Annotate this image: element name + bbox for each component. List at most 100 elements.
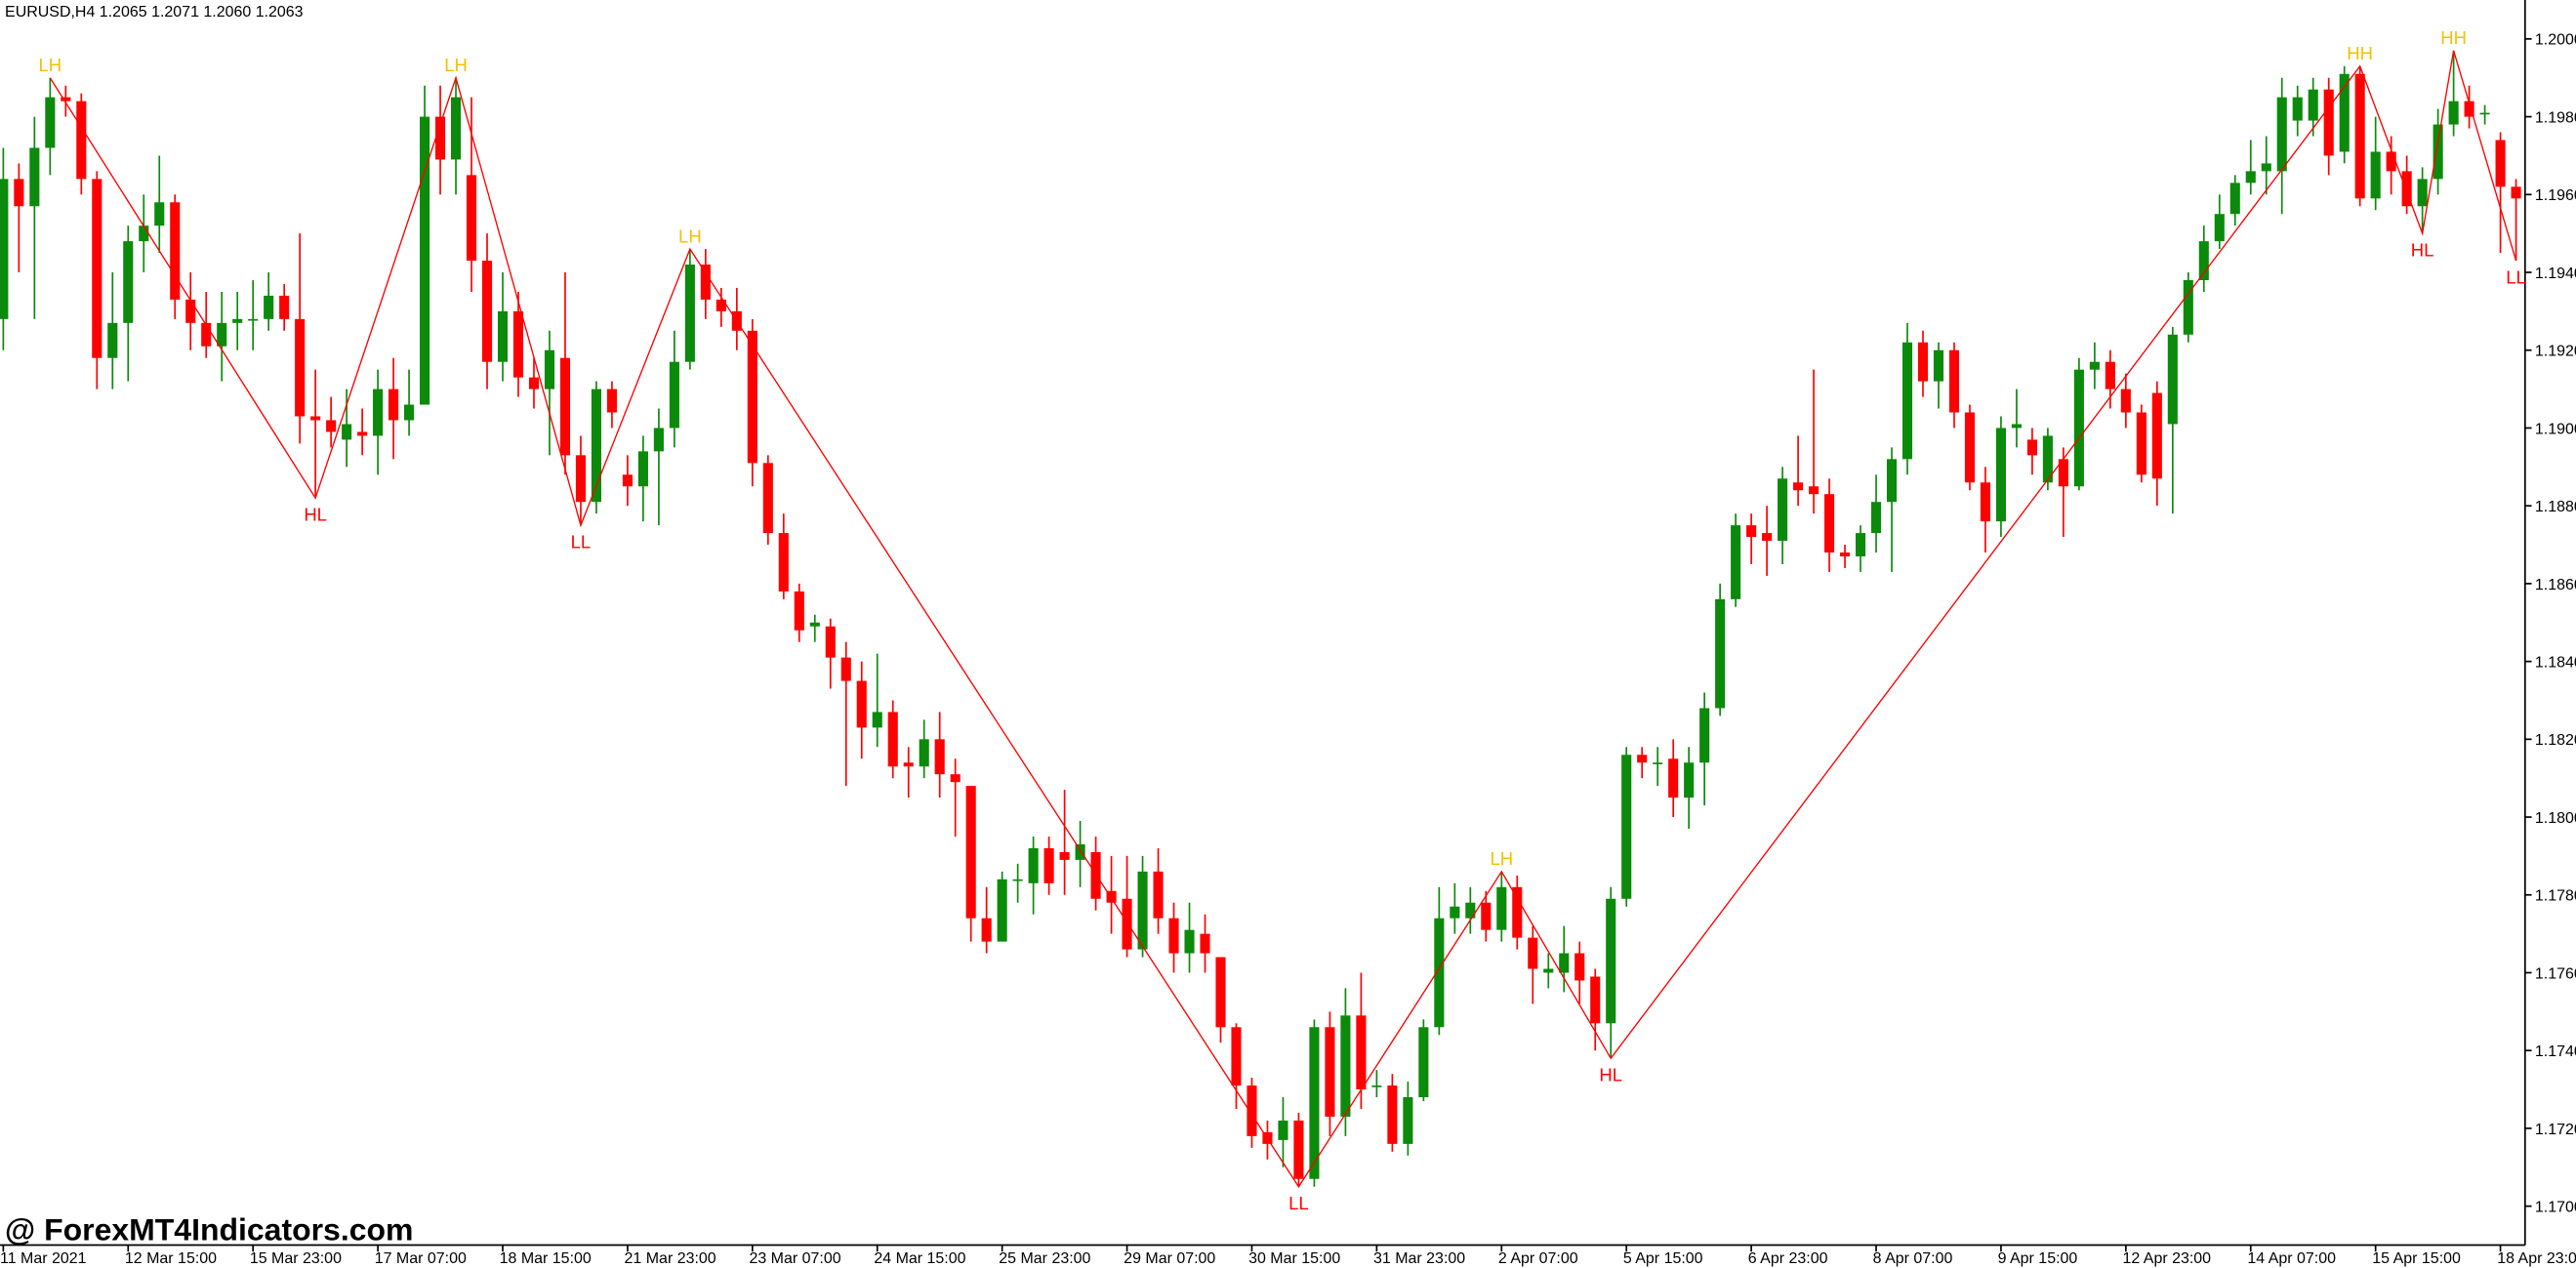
candle-body <box>1215 957 1226 1028</box>
candle-body <box>404 404 415 421</box>
candle-body <box>0 179 9 319</box>
y-tick-label: 1.1980 <box>2535 109 2576 126</box>
candle-body <box>1465 902 1476 919</box>
candle-body <box>747 330 757 464</box>
candle-body <box>357 431 368 436</box>
candle-body <box>232 318 243 323</box>
candle-body <box>528 377 540 389</box>
candle-body <box>1153 871 1164 919</box>
candle-body <box>1715 598 1726 709</box>
candle-body <box>997 879 1007 942</box>
y-tick-label: 1.1780 <box>2535 888 2576 905</box>
x-tick-label: 24 Mar 15:00 <box>874 1250 965 1267</box>
candle-body <box>2339 73 2350 152</box>
candle-body <box>1168 918 1179 954</box>
candle-body <box>139 225 149 242</box>
candle-body <box>2292 97 2303 121</box>
candle-body <box>794 591 804 631</box>
candle-body <box>903 762 914 767</box>
candle-body <box>2308 89 2318 121</box>
candle-body <box>1371 1085 1382 1087</box>
candle-body <box>1668 758 1679 798</box>
candle-body <box>1731 525 1741 599</box>
candle-body <box>1746 525 1757 538</box>
candle-body <box>887 712 898 767</box>
y-tick-label: 1.1740 <box>2535 1043 2576 1060</box>
candle-body <box>2245 171 2256 184</box>
candle-body <box>310 416 321 421</box>
candle-body <box>606 389 617 413</box>
candle-body <box>559 357 571 456</box>
x-tick-label: 9 Apr 15:00 <box>1998 1250 2078 1267</box>
candle-body <box>2417 179 2428 207</box>
candle-body <box>1933 349 1944 382</box>
candle-body <box>684 265 695 362</box>
candle-body <box>544 349 555 389</box>
y-tick-label: 1.1700 <box>2535 1200 2576 1216</box>
y-tick-label: 1.1920 <box>2535 344 2576 360</box>
candle-body <box>154 202 165 226</box>
candle-body <box>123 241 134 323</box>
candle-body <box>2136 412 2147 475</box>
x-tick-label: 30 Mar 15:00 <box>1248 1250 1340 1267</box>
candle-body <box>700 265 711 300</box>
candle-body <box>1809 486 1820 495</box>
candle-body <box>61 97 71 102</box>
zigzag-label: LH <box>1490 848 1513 869</box>
candle-body <box>809 622 820 627</box>
candle-body <box>279 295 290 319</box>
candle-body <box>1418 1027 1429 1098</box>
candle-body <box>1496 886 1507 930</box>
candle-body <box>1278 1120 1288 1140</box>
candle-body <box>1980 482 1990 522</box>
candle-body <box>107 322 118 358</box>
candle-body <box>1434 918 1445 1028</box>
x-tick-label: 5 Apr 15:00 <box>1623 1250 1703 1267</box>
candle-body <box>1450 906 1460 919</box>
x-tick-label: 18 Mar 15:00 <box>500 1250 592 1267</box>
candle-body <box>326 420 337 432</box>
candle-body <box>1870 502 1882 534</box>
candle-body <box>2370 151 2381 199</box>
candle-body <box>1684 762 1695 798</box>
chart-title: EURUSD,H4 1.2065 1.2071 1.2060 1.2063 <box>5 4 304 20</box>
candle-body <box>2042 435 2053 483</box>
candle-body <box>1231 1027 1242 1086</box>
candle-body <box>840 657 851 681</box>
candle-body <box>373 389 384 436</box>
x-tick-label: 31 Mar 23:00 <box>1373 1250 1465 1267</box>
candle-body <box>1387 1085 1398 1144</box>
candle-body <box>1325 1027 1335 1117</box>
candle-body <box>2229 183 2240 215</box>
candle-body <box>1901 342 1913 460</box>
x-tick-label: 29 Mar 07:00 <box>1124 1250 1215 1267</box>
candle-body <box>2026 439 2037 456</box>
x-tick-label: 15 Apr 15:00 <box>2372 1250 2461 1267</box>
candle-body <box>2198 241 2209 280</box>
candle-body <box>2464 101 2474 117</box>
y-tick-label: 1.1720 <box>2535 1122 2576 1138</box>
candle-body <box>264 295 274 319</box>
candle-body <box>1948 349 1960 413</box>
x-tick-label: 8 Apr 07:00 <box>1873 1250 1953 1267</box>
zigzag-label: HL <box>1599 1065 1622 1085</box>
y-tick-label: 1.1820 <box>2535 732 2576 749</box>
x-tick-label: 12 Apr 23:00 <box>2122 1250 2211 1267</box>
candle-body <box>1012 879 1023 881</box>
x-tick-label: 18 Apr 23:00 <box>2497 1250 2576 1267</box>
x-tick-label: 6 Apr 23:00 <box>1748 1250 1828 1267</box>
candle-body <box>2276 97 2287 172</box>
candle-body <box>388 389 399 421</box>
candle-body <box>1574 953 1585 981</box>
y-tick-label: 1.1940 <box>2535 266 2576 282</box>
candle-body <box>1824 494 1835 553</box>
y-tick-label: 1.1800 <box>2535 810 2576 827</box>
zigzag-label: LL <box>1288 1193 1309 1213</box>
candle-body <box>497 310 509 362</box>
candle-body <box>2151 392 2162 479</box>
candle-body <box>1559 953 1570 973</box>
candle-body <box>1512 886 1523 938</box>
candle-body <box>2479 112 2490 115</box>
y-tick-label: 1.1960 <box>2535 187 2576 204</box>
